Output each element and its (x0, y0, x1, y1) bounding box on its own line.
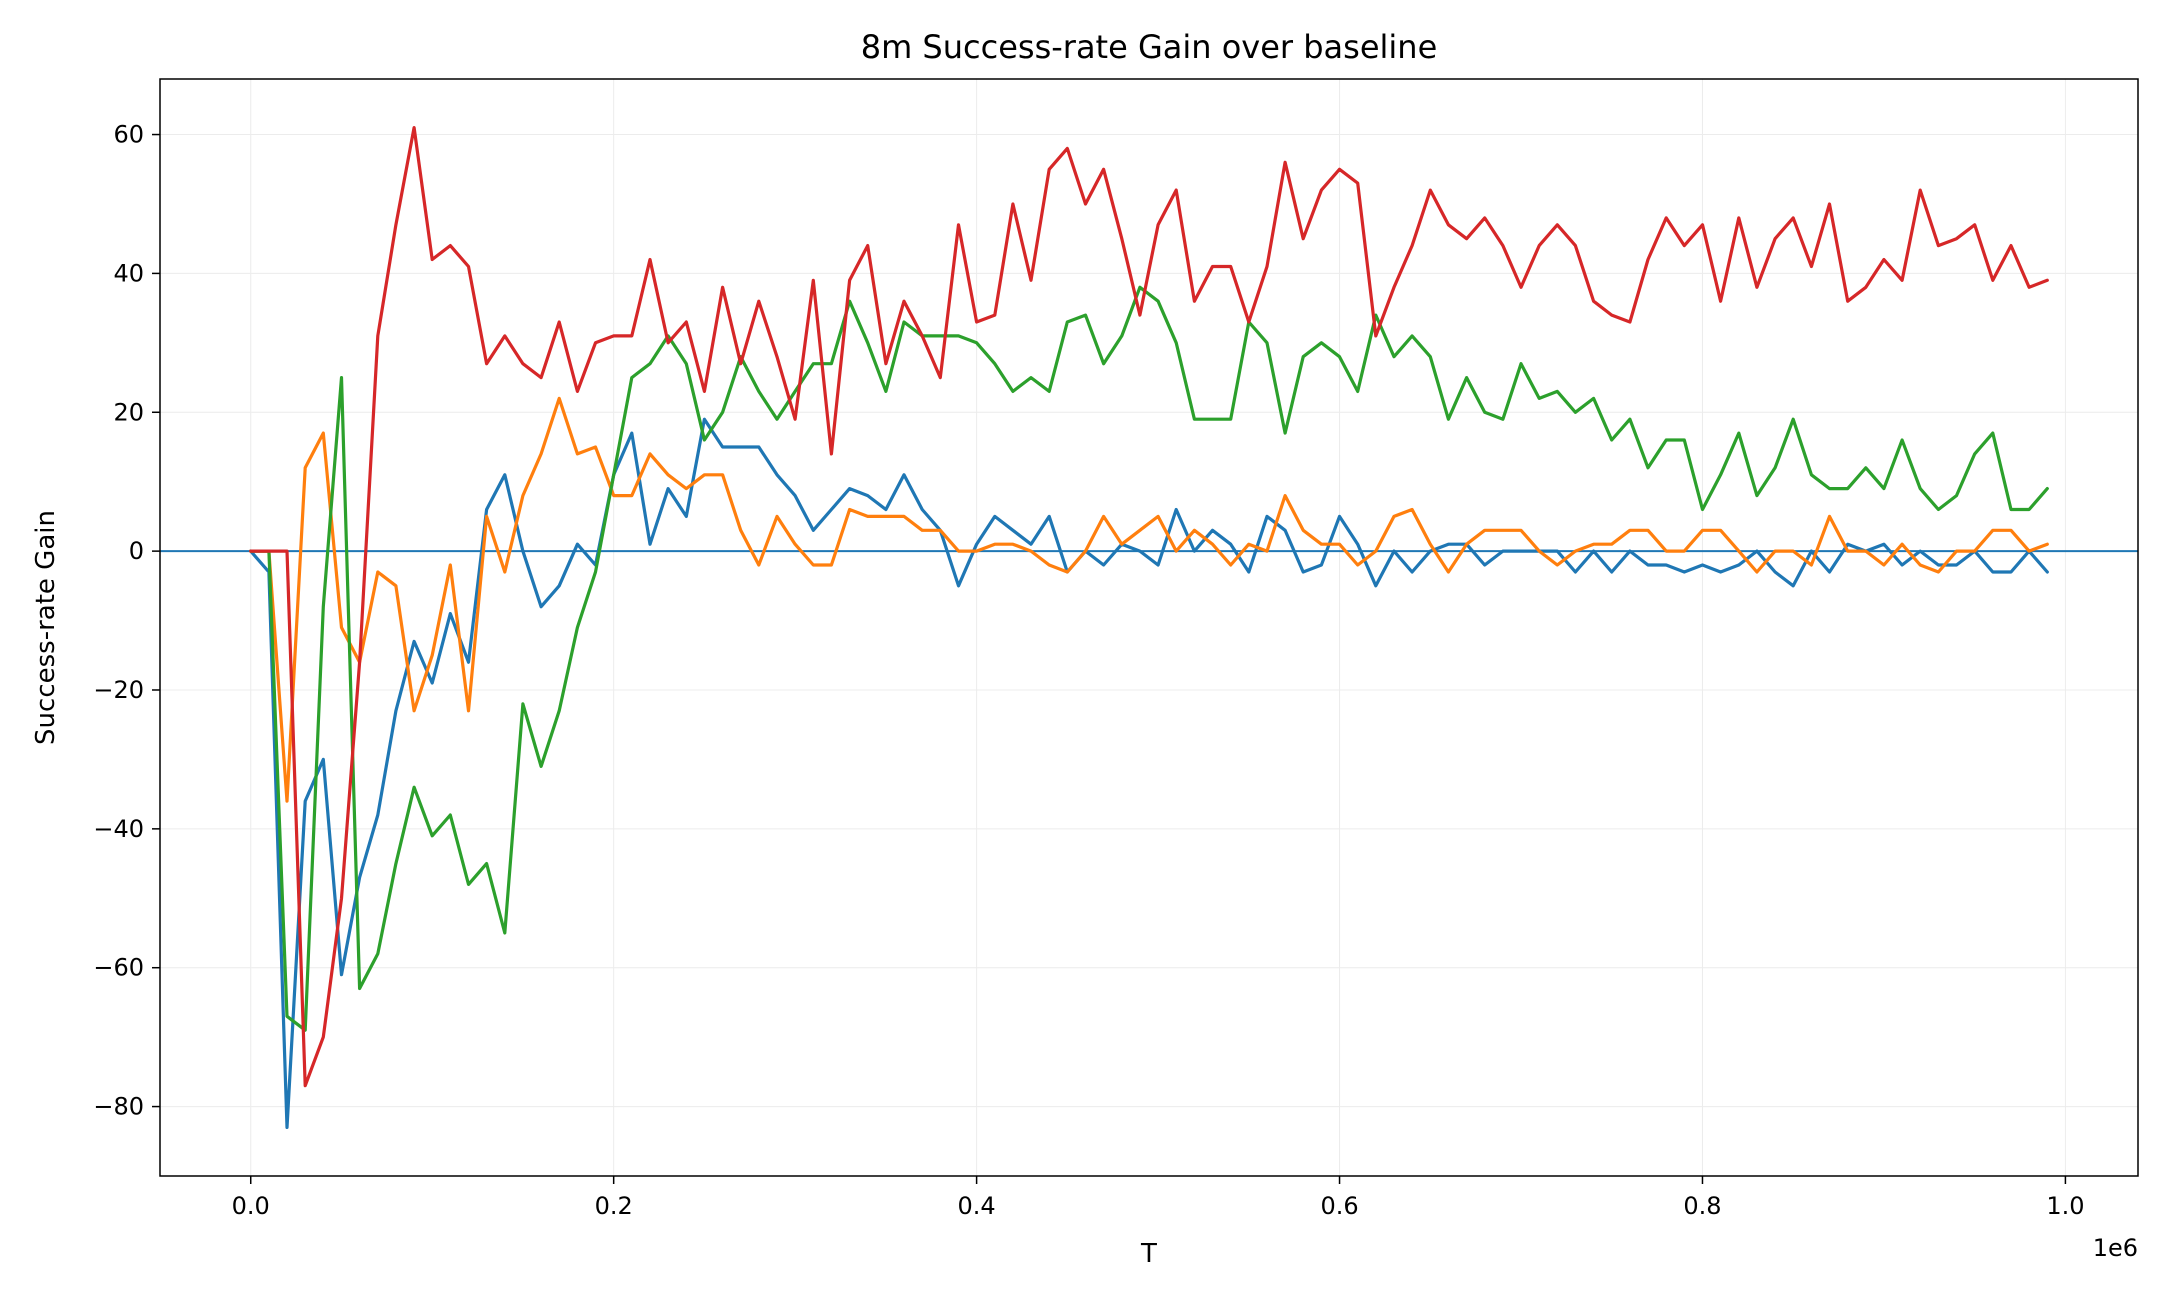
y-tick-label: −60 (93, 954, 144, 982)
x-tick-label: 0.0 (232, 1192, 270, 1220)
x-tick-label: 1.0 (2046, 1192, 2084, 1220)
y-tick-label: 40 (113, 259, 144, 287)
x-tick-label: 0.6 (1320, 1192, 1358, 1220)
series-line-3 (249, 285, 2049, 1032)
y-tick-label: −20 (93, 676, 144, 704)
y-tick-label: 20 (113, 398, 144, 426)
y-tick-label: −40 (93, 815, 144, 843)
x-axis-offset-label: 1e6 (2093, 1234, 2138, 1262)
y-tick-label: 0 (129, 537, 144, 565)
x-tick-label: 0.8 (1683, 1192, 1721, 1220)
chart-title: 8m Success-rate Gain over baseline (861, 28, 1438, 66)
series-line-1 (249, 417, 2049, 1130)
y-axis-ticks: −80 −60 −40 −20 0 20 40 60 (93, 121, 160, 1121)
y-tick-label: 60 (113, 121, 144, 149)
series-group (249, 125, 2049, 1130)
plot-area-frame (159, 78, 2139, 1177)
series-line-4 (249, 125, 2049, 1088)
x-tick-label: 0.2 (595, 1192, 633, 1220)
y-tick-label: −80 (93, 1093, 144, 1121)
y-axis-label: Success-rate Gain (31, 510, 61, 745)
x-axis-ticks: 0.0 0.2 0.4 0.6 0.8 1.0 (232, 1176, 2084, 1220)
x-axis-label: T (1140, 1239, 1157, 1269)
series-line-2 (249, 396, 2049, 803)
x-tick-label: 0.4 (958, 1192, 996, 1220)
